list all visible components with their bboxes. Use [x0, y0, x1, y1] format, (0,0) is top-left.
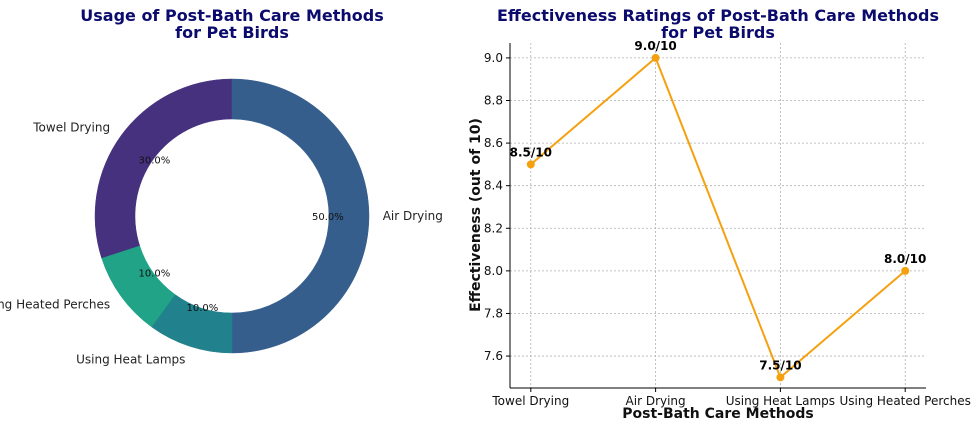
donut-percent-label-0: 30.0%: [139, 156, 171, 167]
data-point-1: [651, 53, 660, 62]
data-label-3: 8.0/10: [884, 252, 926, 266]
line-data-labels: 8.5/10 9.0/10 7.5/10 8.0/10: [510, 39, 927, 372]
line-title-line-2: for Pet Birds: [661, 23, 775, 42]
donut-category-label-3: Using Heated Perches: [0, 298, 110, 312]
line-y-ticks: 7.6 7.8 8.0 8.2 8.4 8.6 8.8 9.0: [484, 51, 510, 363]
donut-slice-0: [94, 78, 233, 259]
line-x-ticks: Towel Drying Air Drying Using Heat Lamps Us…: [491, 388, 971, 408]
data-label-1: 9.0/10: [634, 39, 676, 53]
donut-slice-1: [231, 78, 370, 354]
data-label-0: 8.5/10: [510, 145, 552, 159]
donut-slices: [94, 78, 370, 354]
donut-category-label-1: Air Drying: [383, 209, 443, 223]
y-tick-label-0: 7.6: [484, 349, 503, 363]
donut-percent-label-1: 50.0%: [312, 212, 344, 223]
donut-percent-label-3: 10.0%: [139, 268, 171, 279]
y-tick-label-3: 8.2: [484, 221, 503, 235]
donut-percent-label-2: 10.0%: [186, 303, 218, 314]
line-series: [526, 53, 910, 382]
line-y-axis-label: Effectiveness (out of 10): [468, 118, 484, 312]
donut-title-line-2: for Pet Birds: [175, 23, 289, 42]
x-tick-label-1: Air Drying: [626, 394, 686, 408]
line-x-axis-label: Post-Bath Care Methods: [622, 406, 813, 422]
line-title-line-1: Effectiveness Ratings of Post-Bath Care …: [497, 6, 939, 25]
y-tick-label-2: 8.0: [484, 264, 503, 278]
line-chart: Effectiveness Ratings of Post-Bath Care …: [468, 6, 971, 422]
donut-title-line-1: Usage of Post-Bath Care Methods: [80, 6, 383, 25]
y-tick-label-6: 8.8: [484, 94, 503, 108]
y-tick-label-5: 8.6: [484, 136, 503, 150]
data-point-2: [776, 373, 785, 382]
y-tick-label-7: 9.0: [484, 51, 503, 65]
data-point-3: [901, 266, 910, 275]
donut-labels: Towel Drying 30.0% Air Drying 50.0% Using He…: [0, 120, 443, 366]
data-label-2: 7.5/10: [759, 358, 801, 372]
donut-slice-3: [101, 245, 176, 328]
x-tick-label-0: Towel Drying: [491, 394, 569, 408]
x-tick-label-3: Using Heated Perches: [840, 394, 971, 408]
series-line: [530, 56, 906, 380]
line-grid: [510, 43, 926, 388]
donut-category-label-0: Towel Drying: [32, 120, 110, 134]
donut-chart: Usage of Post-Bath Care Methods for Pet …: [0, 6, 443, 366]
y-tick-label-4: 8.4: [484, 179, 503, 193]
donut-category-label-2: Using Heat Lamps: [76, 352, 185, 366]
x-tick-label-2: Using Heat Lamps: [726, 394, 835, 408]
data-point-0: [526, 160, 535, 169]
y-tick-label-1: 7.8: [484, 306, 503, 320]
